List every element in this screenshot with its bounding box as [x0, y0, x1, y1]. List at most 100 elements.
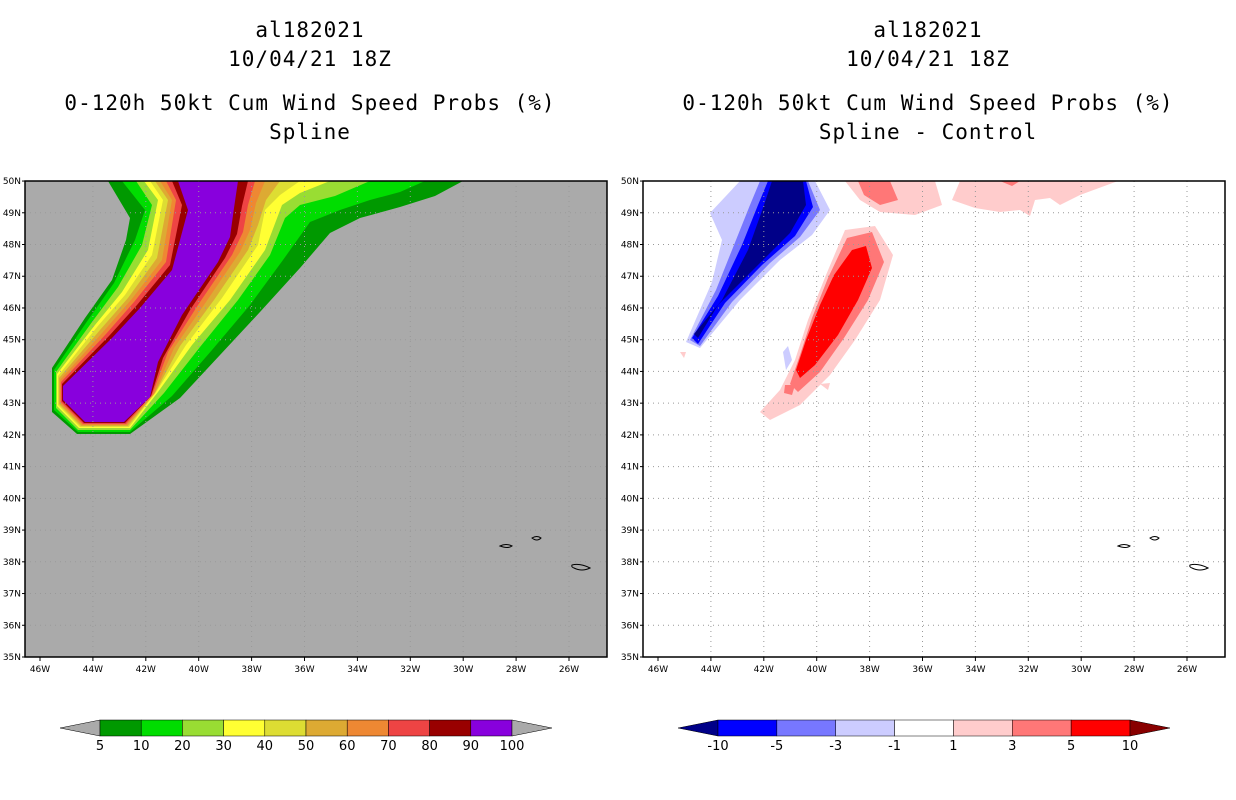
right-lat-label: 39N [621, 526, 639, 536]
right-colorbar-swatch [894, 719, 954, 737]
left-lat-label: 42N [3, 431, 21, 441]
left-lon-label: 38W [241, 665, 261, 675]
right-lat-label: 42N [621, 431, 639, 441]
right-lat-label: 40N [621, 494, 639, 504]
left-colorbar-label: 30 [215, 739, 232, 754]
left-colorbar-swatch [429, 719, 472, 737]
right-lat-label: 48N [621, 241, 639, 251]
left-colorbar-swatch [182, 719, 224, 737]
right-lat-label: 37N [621, 590, 639, 600]
right-lat-label: 49N [621, 209, 639, 219]
left-datetime: 10/04/21 18Z [228, 47, 392, 71]
right-lon-label: 44W [701, 665, 721, 675]
left-lat-label: 45N [3, 336, 21, 346]
right-lon-label: 46W [648, 665, 668, 675]
right-colorbar-swatch [1070, 719, 1131, 737]
prob-band-100 [63, 181, 238, 422]
left-lat-label: 40N [3, 494, 21, 504]
right-lat-label: 35N [621, 653, 639, 663]
left-lat-label: 39N [3, 526, 21, 536]
right-product: 0-120h 50kt Cum Wind Speed Probs (%) [682, 91, 1174, 115]
left-lat-label: 38N [3, 558, 21, 568]
right-lat-label: 43N [621, 399, 639, 409]
right-panel-title: al182021 10/04/21 18Z 0-120h 50kt Cum Wi… [628, 16, 1228, 147]
right-lon-label: 30W [1071, 665, 1091, 675]
pos-north-2 [952, 181, 1118, 216]
left-lon-label: 28W [506, 665, 526, 675]
left-colorbar-under-arrow [59, 719, 101, 737]
right-lon-label: 26W [1177, 665, 1197, 675]
right-colorbar-swatch [953, 719, 1013, 737]
left-colorbar-label: 80 [421, 739, 438, 754]
island-sao-miguel-icon [571, 563, 592, 571]
island-graciosa-icon [531, 536, 542, 541]
right-colorbar-swatch [835, 719, 895, 737]
right-lat-label: 38N [621, 558, 639, 568]
left-lon-label: 32W [400, 665, 420, 675]
left-colorbar-swatch [388, 719, 430, 737]
left-map-frame [24, 180, 608, 658]
left-colorbar-label: 60 [339, 739, 356, 754]
left-colorbar-label: 100 [500, 739, 525, 754]
left-lon-label: 40W [189, 665, 209, 675]
left-colorbar-label: 40 [257, 739, 274, 754]
right-colorbar-under-arrow [677, 719, 719, 737]
right-lat-label: 46N [621, 304, 639, 314]
right-colorbar-label: 1 [949, 739, 957, 754]
left-lon-label: 36W [294, 665, 314, 675]
left-lat-label: 35N [3, 653, 21, 663]
left-lat-label: 46N [3, 304, 21, 314]
pos-contour-small [784, 385, 795, 395]
left-probability-map: 46W 44W 42W 40W 38W 36W 34W 32W 30W 28W 26W 35N 36N 3… [3, 177, 608, 675]
right-lon-label: 34W [965, 665, 985, 675]
left-colorbar: 5 10 20 30 40 50 60 70 80 90 100 [59, 719, 553, 754]
right-colorbar-label: 5 [1067, 739, 1075, 754]
right-method: Spline - Control [818, 120, 1038, 144]
right-lon-label: 36W [912, 665, 932, 675]
left-product: 0-120h 50kt Cum Wind Speed Probs (%) [64, 91, 556, 115]
left-lon-label: 26W [559, 665, 579, 675]
right-axis-ticks: 46W 44W 42W 40W 38W 36W 34W 32W 30W 28W 26W 35N 36N 3… [621, 177, 1197, 675]
right-lon-label: 42W [754, 665, 774, 675]
right-colorbar-over-arrow [1129, 719, 1171, 737]
right-lon-label: 32W [1018, 665, 1038, 675]
left-colorbar-label: 50 [298, 739, 315, 754]
left-colorbar-swatch [470, 719, 513, 737]
right-lat-label: 50N [621, 177, 639, 187]
left-panel-title: al182021 10/04/21 18Z 0-120h 50kt Cum Wi… [10, 16, 610, 147]
left-probability-swath [52, 181, 463, 434]
left-lat-label: 48N [3, 241, 21, 251]
right-colorbar-label: -5 [770, 739, 783, 754]
right-colorbar-label: 10 [1122, 739, 1139, 754]
island-flores-r-icon [1116, 544, 1131, 548]
left-lat-label: 50N [3, 177, 21, 187]
right-lon-label: 40W [807, 665, 827, 675]
left-lon-label: 44W [83, 665, 103, 675]
right-colorbar-swatch [1012, 719, 1072, 737]
left-colorbar-swatch [99, 719, 142, 737]
island-sao-miguel-r-icon [1189, 563, 1210, 571]
right-storm-id: al182021 [873, 18, 983, 42]
neg-contour-10 [694, 181, 806, 338]
right-colorbar-label: 3 [1008, 739, 1016, 754]
left-lat-label: 49N [3, 209, 21, 219]
left-colorbar-label: 20 [174, 739, 191, 754]
pos-north-3 [858, 181, 898, 205]
right-map-frame [642, 180, 1226, 658]
right-islands [1116, 536, 1210, 571]
right-difference-map: 46W 44W 42W 40W 38W 36W 34W 32W 30W 28W 26W 35N 36N 3… [621, 177, 1226, 675]
left-lat-label: 37N [3, 590, 21, 600]
left-lat-label: 36N [3, 621, 21, 631]
left-axis-ticks: 46W 44W 42W 40W 38W 36W 34W 32W 30W 28W 26W 35N 36N 3… [3, 177, 579, 675]
right-difference-field [680, 181, 1118, 420]
right-colorbar-label: -10 [707, 739, 728, 754]
left-colorbar-swatch [140, 719, 183, 737]
right-grid [643, 181, 1225, 657]
pos-contour-dot [820, 383, 830, 390]
island-flores-icon [498, 544, 513, 548]
left-lat-label: 44N [3, 367, 21, 377]
left-colorbar-swatch [346, 719, 389, 737]
right-colorbar-swatch [717, 719, 778, 737]
right-datetime: 10/04/21 18Z [846, 47, 1010, 71]
